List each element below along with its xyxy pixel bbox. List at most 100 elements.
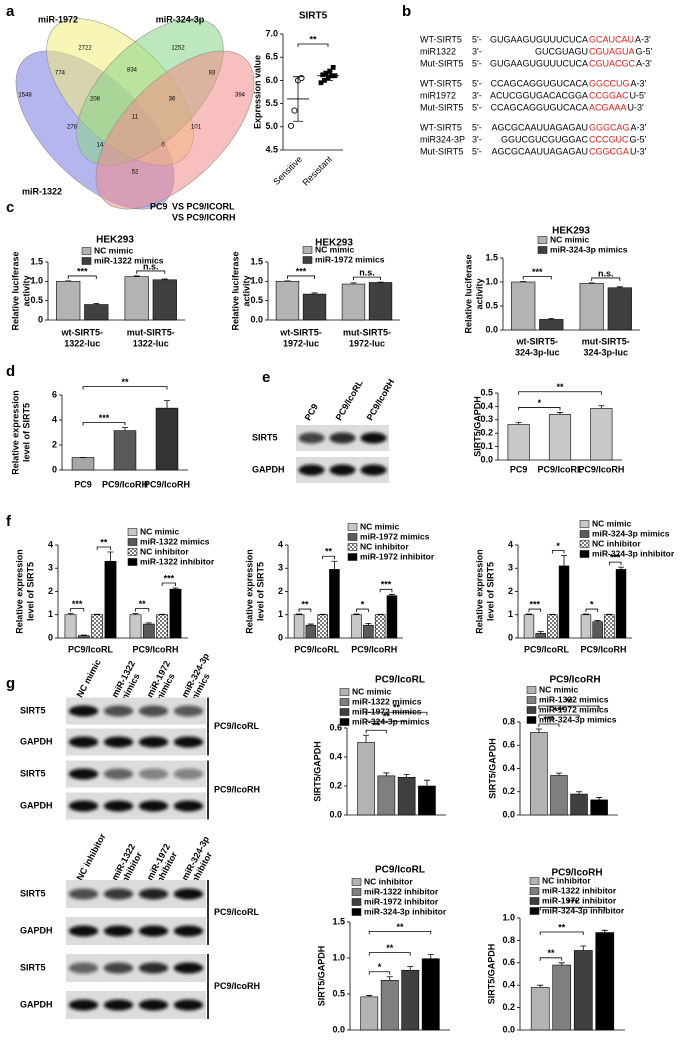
x-tick-label: PC9/IcoRL <box>524 644 570 654</box>
y-tick-label: 1.0 <box>502 912 515 922</box>
y-tick-label: 3 <box>278 563 283 573</box>
y-tick-label: 0 <box>52 464 57 474</box>
error-bar <box>363 734 370 743</box>
y-axis-label: activity <box>21 275 31 306</box>
bar <box>84 304 109 321</box>
legend-label: NC inhibitor <box>360 541 409 551</box>
sequence: CCAGCAGGUGUCACA <box>490 102 588 112</box>
significance-label: n.s. <box>143 261 159 271</box>
x-tick-label: PC9/IcoRH <box>580 644 626 654</box>
bar <box>552 964 572 1031</box>
significance-label: *** <box>381 580 392 590</box>
error-bar <box>161 278 168 280</box>
x-tick-label: 1972-luc <box>283 338 319 348</box>
significance-label: ** <box>373 721 381 731</box>
lane-label: NC inhibitor <box>75 831 108 882</box>
chart-title: HEK293 <box>96 235 134 246</box>
error-bar <box>80 634 87 636</box>
sequence-end: 3'- <box>472 90 482 100</box>
blot-band <box>173 800 204 812</box>
blot-band <box>103 705 134 717</box>
error-bar <box>132 613 139 615</box>
venn-count: 208 <box>90 97 101 103</box>
sequence: AGCGCAAUUAGAGAU <box>491 146 588 156</box>
significance-bracket <box>365 729 387 734</box>
sequence: GUGAAGUGUUUCUCA <box>490 34 588 44</box>
significance-label: *** <box>72 599 83 609</box>
bar <box>317 614 328 639</box>
bar <box>374 614 386 639</box>
legend-swatch <box>339 698 350 706</box>
error-bar <box>366 995 373 997</box>
legend-swatch <box>81 247 92 255</box>
bar <box>142 623 155 639</box>
venn-set-label: miR-324-3p <box>156 14 205 24</box>
legend-label: NC mimic <box>352 686 391 696</box>
legend-label: miR-1972 mimics <box>360 531 430 541</box>
blot-band <box>138 736 169 748</box>
y-tick-label: 0.6 <box>502 740 515 750</box>
error-bar <box>164 400 170 409</box>
legend-label: miR-1322 mimics <box>94 255 164 265</box>
y-axis-label: Relative expression <box>244 549 254 634</box>
legend-label: miR-1972 inhibitor <box>542 895 617 905</box>
venn-diagram <box>15 18 255 210</box>
y-axis-label: Relative luciferase <box>230 251 240 330</box>
legend-label: NC mimic <box>315 244 354 254</box>
bar <box>558 565 570 639</box>
chart-title: PC9/IcoRL <box>375 675 425 686</box>
blot-band <box>298 464 325 476</box>
blot-row-label: GAPDH <box>20 999 53 1009</box>
group-label: PC9/IcoRL <box>214 721 260 731</box>
venn-count: 278 <box>67 125 78 131</box>
blot-row-label: SIRT5 <box>20 962 46 972</box>
lane-label-line: PC9/IcoRL <box>334 378 365 422</box>
blot-band <box>138 925 169 937</box>
sequence-label: WT-SIRT5 <box>420 78 462 88</box>
y-tick-label: 0.5 <box>480 387 493 397</box>
significance-label: ** <box>393 703 401 713</box>
y-tick-label: 1.5 <box>250 256 263 266</box>
legend-label: miR-1972 inhibitor <box>364 896 439 906</box>
blot-band <box>138 999 169 1011</box>
error-bar <box>311 292 318 295</box>
error-bar <box>353 613 360 615</box>
y-tick-label: 0 <box>508 632 513 642</box>
binding-site: CGGCGA <box>589 146 629 156</box>
y-tick-label: 6 <box>52 389 57 399</box>
blot-row-label: GAPDH <box>20 925 53 935</box>
legend-swatch <box>347 523 358 531</box>
venn-set-label: miR-1972 <box>38 14 78 24</box>
binding-site: GGCCUG <box>589 78 630 88</box>
legend-label: miR-1972 mimics <box>352 706 422 716</box>
y-tick-label: 1.5 <box>30 256 43 266</box>
legend-swatch <box>302 256 313 264</box>
y-tick-label: 0.8 <box>502 716 515 726</box>
legend-label: miR-324-3p inhibitor <box>542 905 625 915</box>
blot-row-label: SIRT5 <box>20 888 46 898</box>
bar <box>351 614 362 639</box>
bar <box>507 424 530 461</box>
legend-label: miR-1322 mimics <box>539 694 609 704</box>
significance-label: ** <box>325 547 333 557</box>
bar <box>607 287 632 331</box>
blot-row-label: SIRT5 <box>20 768 46 778</box>
legend-label: NC mimic <box>94 245 133 255</box>
bar <box>580 614 592 639</box>
chart-title: PC9/IcoRH <box>549 675 600 686</box>
venn-count: 834 <box>127 68 138 74</box>
significance-bracket <box>368 971 391 975</box>
y-axis-label: SIRT5/GAPDH <box>312 741 322 802</box>
bar <box>113 430 137 471</box>
significance-bracket <box>161 582 176 587</box>
blot-band <box>103 962 134 974</box>
y-axis-label: Relative expression <box>14 549 24 634</box>
venn-count: 11 <box>132 115 139 121</box>
error-bar <box>388 593 395 596</box>
error-bar <box>423 779 430 786</box>
error-bar <box>107 551 114 562</box>
data-point <box>287 122 295 129</box>
sequence-end: 5'- <box>472 78 482 88</box>
